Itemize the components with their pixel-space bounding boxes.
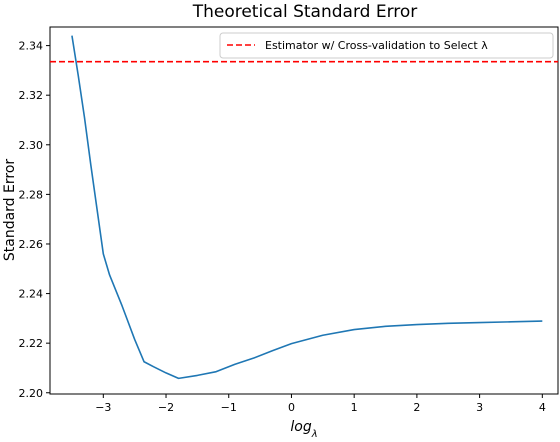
y-tick-label: 2.34	[19, 40, 44, 53]
x-tick-label: 4	[539, 401, 546, 414]
x-tick-label: −2	[158, 401, 174, 414]
y-tick-label: 2.24	[19, 288, 44, 301]
x-tick-label: 3	[476, 401, 483, 414]
y-tick-label: 2.28	[19, 188, 44, 201]
series-layer	[50, 35, 558, 380]
x-tick-label: −1	[221, 401, 237, 414]
y-tick-label: 2.22	[19, 337, 44, 350]
plot-area	[49, 26, 559, 395]
chart-title: Theoretical Standard Error	[192, 2, 418, 22]
x-tick-label: 0	[288, 401, 295, 414]
x-axis: −3 −2 −1 0 1 2 3 4	[95, 394, 546, 414]
x-tick-label: −3	[95, 401, 111, 414]
x-axis-label: logλ	[290, 419, 317, 440]
y-axis-label: Standard Error	[2, 159, 18, 262]
y-tick-label: 2.26	[19, 238, 44, 251]
legend: Estimator w/ Cross-validation to Select …	[219, 32, 554, 59]
y-axis: 2.20 2.22 2.24 2.26 2.28 2.30 2.32 2.34	[19, 40, 50, 400]
standard-error-curve	[71, 35, 543, 380]
legend-label-cv: Estimator w/ Cross-validation to Select …	[265, 39, 488, 52]
plot-frame	[49, 26, 559, 395]
x-tick-label: 1	[351, 401, 358, 414]
y-tick-label: 2.20	[19, 387, 44, 400]
x-tick-label: 2	[413, 401, 420, 414]
legend-box	[219, 32, 554, 59]
y-tick-label: 2.32	[19, 89, 44, 102]
y-tick-label: 2.30	[19, 139, 44, 152]
